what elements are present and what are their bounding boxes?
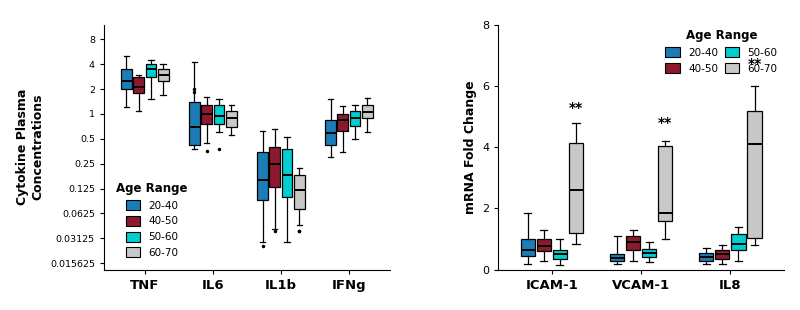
Legend: 20-40, 40-50, 50-60, 60-70: 20-40, 40-50, 50-60, 60-70 (662, 25, 782, 78)
PathPatch shape (189, 102, 200, 145)
PathPatch shape (282, 148, 292, 197)
Legend: 20-40, 40-50, 50-60, 60-70: 20-40, 40-50, 50-60, 60-70 (112, 178, 192, 262)
Y-axis label: mRNA Fold Change: mRNA Fold Change (463, 80, 477, 214)
PathPatch shape (325, 120, 336, 145)
PathPatch shape (202, 104, 212, 124)
PathPatch shape (699, 253, 714, 260)
PathPatch shape (626, 236, 640, 250)
PathPatch shape (158, 69, 169, 81)
PathPatch shape (214, 104, 224, 124)
PathPatch shape (521, 239, 535, 256)
PathPatch shape (715, 250, 730, 259)
Text: **: ** (569, 101, 583, 115)
PathPatch shape (610, 255, 624, 261)
PathPatch shape (537, 239, 551, 251)
PathPatch shape (642, 249, 656, 257)
PathPatch shape (569, 143, 583, 233)
PathPatch shape (270, 147, 280, 187)
PathPatch shape (146, 64, 156, 77)
PathPatch shape (362, 104, 373, 118)
PathPatch shape (350, 110, 361, 126)
PathPatch shape (121, 69, 132, 89)
PathPatch shape (658, 146, 672, 221)
PathPatch shape (553, 250, 567, 259)
PathPatch shape (257, 152, 268, 200)
PathPatch shape (747, 110, 762, 237)
Y-axis label: Cytokine Plasma
Concentrations: Cytokine Plasma Concentrations (17, 89, 45, 206)
PathPatch shape (338, 114, 348, 131)
PathPatch shape (294, 175, 305, 209)
Text: **: ** (658, 117, 672, 131)
PathPatch shape (226, 110, 237, 127)
PathPatch shape (134, 77, 144, 93)
PathPatch shape (731, 234, 746, 250)
Text: **: ** (747, 57, 762, 71)
